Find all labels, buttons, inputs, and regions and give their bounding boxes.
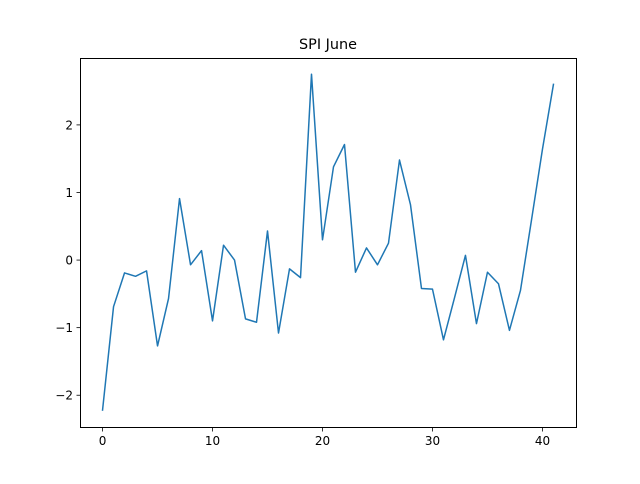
y-tick-label: 2 xyxy=(65,118,73,132)
y-tick-label: 0 xyxy=(65,254,73,268)
x-tick-label: 20 xyxy=(315,434,330,448)
x-tick-label: 30 xyxy=(425,434,440,448)
y-tick-label: −2 xyxy=(55,389,73,403)
x-tick-label: 10 xyxy=(205,434,220,448)
chart-title: SPI June xyxy=(299,37,357,53)
y-tick-label: 1 xyxy=(65,186,73,200)
x-tick-label: 40 xyxy=(535,434,550,448)
y-tick-label: −1 xyxy=(55,321,73,335)
x-tick-label: 0 xyxy=(99,434,107,448)
